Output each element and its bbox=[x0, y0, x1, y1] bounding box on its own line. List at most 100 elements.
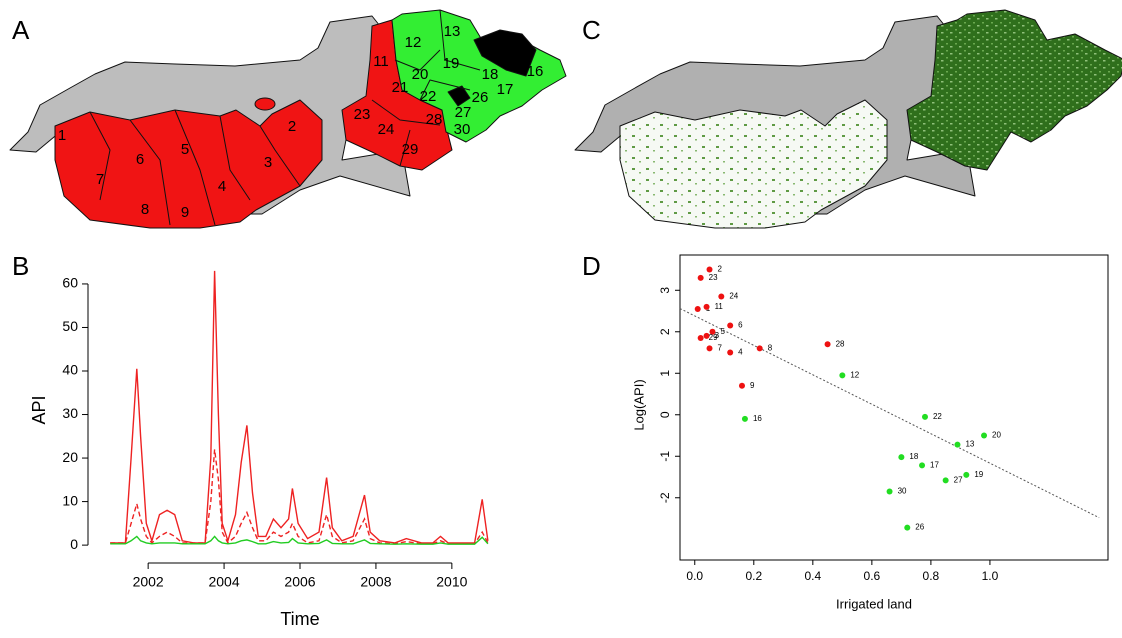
figure: A B C D 16578943223242829111213201918162… bbox=[0, 0, 1122, 633]
point bbox=[704, 304, 710, 310]
point bbox=[757, 345, 763, 351]
point-label: 2 bbox=[718, 265, 723, 274]
x-tick-label: 2008 bbox=[360, 574, 391, 590]
point bbox=[742, 416, 748, 422]
region-label: 19 bbox=[443, 55, 460, 72]
point bbox=[718, 293, 724, 299]
point bbox=[707, 345, 713, 351]
map-c bbox=[575, 10, 1122, 228]
y-tick-label: 0 bbox=[658, 411, 672, 418]
y-tick-label: -2 bbox=[658, 492, 672, 503]
point-label: 29 bbox=[709, 333, 718, 342]
y-tick-label: 20 bbox=[62, 449, 78, 465]
plot-frame bbox=[680, 255, 1108, 560]
x-tick-label: 0.2 bbox=[745, 569, 762, 583]
region-label: 26 bbox=[472, 89, 489, 106]
region-label: 2 bbox=[288, 118, 296, 135]
point-label: 28 bbox=[836, 339, 845, 348]
point-label: 13 bbox=[965, 440, 974, 449]
y-axis-label: API bbox=[29, 395, 49, 424]
region-label: 4 bbox=[218, 178, 226, 195]
trend-line bbox=[680, 309, 1099, 518]
dense-region bbox=[907, 10, 1122, 170]
panel-letter: C bbox=[582, 15, 601, 45]
chart-b: 0 10 20 30 40 50 60 2002 2004 2006 2008 2010 Time API bbox=[29, 271, 488, 629]
point bbox=[922, 414, 928, 420]
y-tick-label: 40 bbox=[62, 362, 78, 378]
x-tick-label: 2002 bbox=[133, 574, 164, 590]
point bbox=[981, 433, 987, 439]
series-line bbox=[110, 449, 488, 543]
region-label: 9 bbox=[181, 204, 189, 221]
point bbox=[887, 489, 893, 495]
point bbox=[695, 306, 701, 312]
y-tick-label: 50 bbox=[62, 318, 78, 334]
red-island bbox=[255, 98, 275, 110]
panel-letter: B bbox=[12, 251, 29, 281]
region-label: 24 bbox=[378, 121, 395, 138]
x-tick-label: 2010 bbox=[436, 574, 467, 590]
x-tick-label: 0.0 bbox=[686, 569, 703, 583]
point-label: 5 bbox=[720, 327, 725, 336]
point-label: 22 bbox=[933, 412, 942, 421]
region-label: 29 bbox=[402, 141, 419, 158]
point-label: 19 bbox=[974, 470, 983, 479]
point-label: 16 bbox=[753, 414, 762, 423]
point bbox=[839, 372, 845, 378]
y-axis-label: Log(API) bbox=[631, 379, 646, 430]
region-label: 8 bbox=[141, 201, 149, 218]
y-tick-label: -1 bbox=[658, 451, 672, 462]
y-tick-label: 30 bbox=[62, 405, 78, 421]
x-axis-label: Irrigated land bbox=[836, 596, 912, 611]
x-tick-label: 0.4 bbox=[804, 569, 821, 583]
point-label: 26 bbox=[915, 523, 924, 532]
point-label: 9 bbox=[750, 381, 755, 390]
x-tick-label: 2006 bbox=[284, 574, 315, 590]
point-label: 8 bbox=[768, 343, 773, 352]
x-axis-label: Time bbox=[280, 609, 319, 629]
y-tick-label: 10 bbox=[62, 492, 78, 508]
point-label: 18 bbox=[909, 452, 918, 461]
region-label: 20 bbox=[412, 66, 429, 83]
point bbox=[698, 335, 704, 341]
point-label: 27 bbox=[954, 475, 963, 484]
point-label: 11 bbox=[715, 302, 724, 311]
point bbox=[943, 477, 949, 483]
region-label: 6 bbox=[136, 151, 144, 168]
region-label: 28 bbox=[426, 111, 443, 128]
point bbox=[825, 341, 831, 347]
point bbox=[919, 462, 925, 468]
point-label: 4 bbox=[738, 348, 743, 357]
panel-letter: D bbox=[582, 251, 601, 281]
point-label: 6 bbox=[738, 321, 743, 330]
point-label: 17 bbox=[930, 460, 939, 469]
point bbox=[954, 442, 960, 448]
point-label: 7 bbox=[718, 343, 723, 352]
point bbox=[963, 472, 969, 478]
y-tick-label: 60 bbox=[62, 275, 78, 291]
point bbox=[898, 454, 904, 460]
point bbox=[698, 275, 704, 281]
region-label: 16 bbox=[527, 63, 544, 80]
y-tick-label: 3 bbox=[658, 287, 672, 294]
y-tick-label: 0 bbox=[70, 536, 78, 552]
point bbox=[707, 267, 713, 273]
region-label: 7 bbox=[96, 171, 104, 188]
region-label: 30 bbox=[454, 121, 471, 138]
point bbox=[904, 525, 910, 531]
region-label: 3 bbox=[264, 154, 272, 171]
region-label: 11 bbox=[373, 53, 389, 70]
x-tick-label: 2004 bbox=[208, 574, 239, 590]
x-tick-label: 1.0 bbox=[982, 569, 999, 583]
panel-letter: A bbox=[12, 15, 30, 45]
region-label: 17 bbox=[497, 81, 514, 98]
y-tick-label: 2 bbox=[658, 328, 672, 335]
x-tick-label: 0.8 bbox=[923, 569, 940, 583]
point-label: 24 bbox=[729, 292, 738, 301]
point bbox=[727, 350, 733, 356]
x-tick-label: 0.6 bbox=[864, 569, 881, 583]
point bbox=[739, 383, 745, 389]
point-label: 23 bbox=[709, 273, 718, 282]
region-label: 1 bbox=[58, 127, 66, 144]
